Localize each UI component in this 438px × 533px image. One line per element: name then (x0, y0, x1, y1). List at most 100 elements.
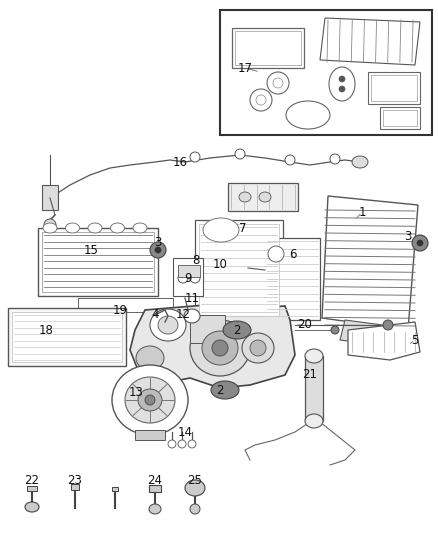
Ellipse shape (190, 320, 250, 376)
Polygon shape (340, 320, 405, 348)
Bar (380, 107, 420, 129)
Text: 23: 23 (67, 473, 82, 487)
Bar (8, 308, 126, 366)
Ellipse shape (250, 340, 266, 356)
Text: 22: 22 (25, 473, 39, 487)
Bar (178, 265, 200, 277)
Ellipse shape (43, 223, 57, 233)
Ellipse shape (417, 240, 423, 246)
Bar (135, 430, 165, 440)
Text: 6: 6 (289, 247, 297, 261)
Ellipse shape (125, 377, 175, 423)
Text: 4: 4 (151, 309, 159, 321)
Bar (371, 75, 417, 101)
Ellipse shape (250, 89, 272, 111)
Ellipse shape (145, 395, 155, 405)
Ellipse shape (305, 414, 323, 428)
Text: 10: 10 (212, 259, 227, 271)
Ellipse shape (412, 235, 428, 251)
Bar (27, 486, 37, 491)
Ellipse shape (273, 78, 283, 88)
Ellipse shape (190, 273, 200, 283)
Ellipse shape (339, 76, 345, 82)
Ellipse shape (149, 504, 161, 514)
Bar (42, 232, 154, 292)
Ellipse shape (202, 331, 238, 365)
Ellipse shape (285, 155, 295, 165)
Bar (12, 312, 122, 362)
Text: 11: 11 (184, 292, 199, 304)
Ellipse shape (305, 349, 323, 363)
Text: 19: 19 (113, 303, 127, 317)
Ellipse shape (150, 242, 166, 258)
Bar (195, 220, 283, 320)
Bar (235, 31, 301, 65)
Bar (112, 487, 118, 491)
Text: 16: 16 (173, 156, 187, 168)
Text: 8: 8 (192, 254, 200, 266)
Ellipse shape (178, 273, 188, 283)
Ellipse shape (190, 152, 200, 162)
Ellipse shape (212, 340, 228, 356)
Ellipse shape (136, 346, 164, 370)
Polygon shape (320, 18, 420, 65)
Ellipse shape (242, 333, 274, 363)
Ellipse shape (383, 320, 393, 330)
Bar (71, 484, 79, 490)
Bar (265, 238, 320, 320)
Ellipse shape (188, 440, 196, 448)
Bar (190, 315, 225, 343)
Bar (305, 356, 323, 421)
Bar (383, 110, 417, 126)
Text: 21: 21 (303, 368, 318, 382)
Ellipse shape (203, 218, 239, 242)
Bar (199, 224, 279, 316)
Bar (38, 228, 158, 296)
Ellipse shape (331, 326, 339, 334)
Ellipse shape (259, 192, 271, 202)
Ellipse shape (286, 101, 330, 129)
Ellipse shape (330, 154, 340, 164)
Ellipse shape (267, 72, 289, 94)
Ellipse shape (25, 502, 39, 512)
Ellipse shape (133, 223, 147, 233)
Ellipse shape (66, 223, 80, 233)
Ellipse shape (235, 149, 245, 159)
Ellipse shape (184, 309, 200, 323)
Ellipse shape (268, 246, 284, 262)
Bar (220, 10, 432, 135)
Text: 25: 25 (187, 473, 202, 487)
Text: 20: 20 (297, 319, 312, 332)
Ellipse shape (110, 223, 124, 233)
Ellipse shape (178, 440, 186, 448)
Text: 5: 5 (411, 334, 419, 346)
Text: 2: 2 (233, 324, 241, 336)
Ellipse shape (155, 247, 161, 253)
Text: 18: 18 (39, 324, 53, 336)
Ellipse shape (138, 389, 162, 411)
Ellipse shape (339, 86, 345, 92)
Polygon shape (348, 322, 420, 360)
Ellipse shape (352, 156, 368, 168)
Bar (149, 485, 161, 492)
Ellipse shape (112, 365, 188, 435)
Bar (78, 298, 173, 312)
Ellipse shape (329, 67, 355, 101)
Ellipse shape (185, 480, 205, 496)
Polygon shape (130, 303, 295, 388)
Ellipse shape (239, 192, 251, 202)
Bar (173, 258, 203, 296)
Text: 13: 13 (129, 386, 143, 400)
Ellipse shape (158, 316, 178, 334)
Polygon shape (322, 196, 418, 330)
Ellipse shape (211, 381, 239, 399)
Ellipse shape (44, 219, 56, 231)
Text: 15: 15 (84, 244, 99, 256)
Ellipse shape (168, 440, 176, 448)
Text: 12: 12 (176, 309, 191, 321)
Bar (232, 28, 304, 68)
Ellipse shape (256, 95, 266, 105)
Polygon shape (42, 185, 58, 210)
Ellipse shape (223, 321, 251, 339)
Text: 3: 3 (404, 230, 412, 244)
